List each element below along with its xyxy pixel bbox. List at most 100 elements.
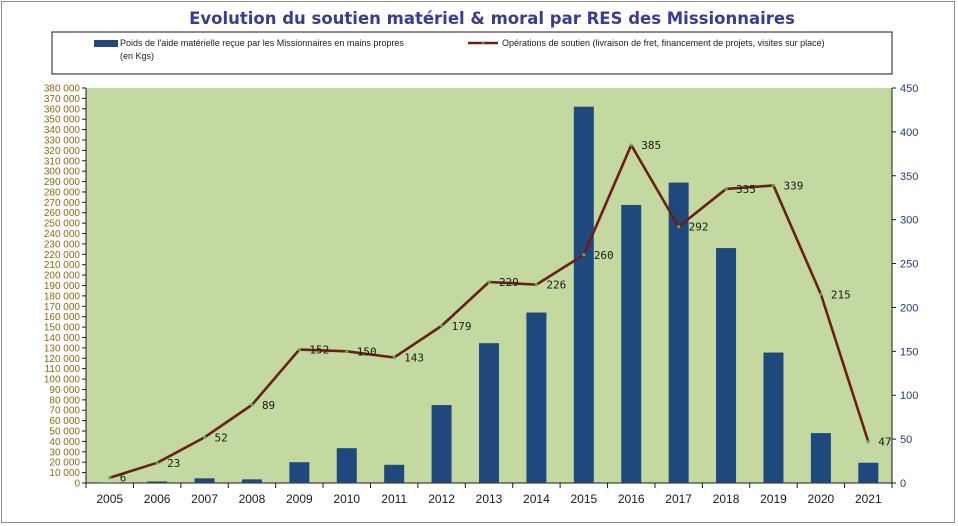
line-data-label: 179 bbox=[452, 320, 472, 333]
left-axis-tick-label: 150 000 bbox=[44, 323, 81, 334]
line-point bbox=[155, 461, 159, 465]
left-axis-tick-label: 40 000 bbox=[49, 437, 80, 448]
x-axis-tick-label: 2018 bbox=[713, 492, 740, 506]
line-point bbox=[534, 283, 539, 287]
x-axis-tick-label: 2011 bbox=[381, 492, 407, 506]
bar bbox=[479, 343, 499, 483]
x-axis-tick-label: 2010 bbox=[333, 492, 360, 506]
left-axis-tick-label: 300 000 bbox=[44, 167, 81, 178]
line-point bbox=[724, 187, 728, 191]
line-data-label: 152 bbox=[309, 344, 329, 357]
left-axis-tick-label: 170 000 bbox=[44, 302, 81, 313]
line-data-labels: 6 23 52 89 152 150 143 179 229 226 260 385 292 335 339… bbox=[120, 139, 892, 485]
x-axis-tick-label: 2020 bbox=[808, 492, 835, 506]
x-axis: 2005 2006 2007 2008 2009 2010 2011 2012 2013 2014… bbox=[85, 482, 893, 506]
x-axis-tick-label: 2012 bbox=[428, 492, 455, 506]
left-axis-tick-label: 210 000 bbox=[44, 260, 81, 271]
line-data-label: 226 bbox=[546, 279, 566, 292]
line-point bbox=[582, 253, 586, 257]
bar bbox=[241, 479, 262, 483]
x-axis-tick-label: 2015 bbox=[570, 492, 597, 506]
line-point bbox=[819, 292, 823, 296]
left-axis-tick-label: 330 000 bbox=[44, 135, 81, 146]
line-point bbox=[345, 349, 349, 353]
legend-line-marker bbox=[481, 41, 485, 45]
x-axis-tick-label: 2005 bbox=[96, 492, 123, 506]
bar bbox=[431, 405, 452, 483]
line-point bbox=[677, 225, 681, 229]
x-axis-tick-label: 2009 bbox=[286, 492, 313, 506]
left-axis-tick-label: 130 000 bbox=[44, 343, 81, 354]
bar bbox=[763, 352, 784, 483]
line-data-label: 260 bbox=[594, 249, 614, 262]
legend-bar-label: Poids de l'aide matérielle reçue par les… bbox=[120, 38, 404, 48]
left-axis-tick-label: 280 000 bbox=[44, 187, 81, 198]
bar bbox=[99, 482, 120, 483]
x-axis-tick-label: 2014 bbox=[523, 492, 550, 506]
line-data-label: 292 bbox=[689, 221, 709, 234]
legend-bar-swatch bbox=[94, 40, 118, 47]
line-point bbox=[202, 435, 207, 439]
left-axis-tick-label: 260 000 bbox=[44, 208, 81, 219]
left-axis-tick-label: 270 000 bbox=[44, 198, 81, 209]
left-axis-tick-label: 190 000 bbox=[44, 281, 81, 292]
right-axis-tick-label: 350 bbox=[900, 171, 918, 183]
legend-bar-label-continued: (en Kgs) bbox=[120, 51, 154, 61]
right-axis-tick-label: 150 bbox=[900, 346, 918, 358]
line-point bbox=[392, 355, 396, 360]
left-axis-tick-label: 0 bbox=[74, 479, 80, 490]
x-axis-tick-label: 2008 bbox=[239, 492, 266, 506]
line-data-label: 89 bbox=[262, 399, 275, 412]
bar-series bbox=[99, 106, 879, 484]
line-point bbox=[439, 324, 444, 328]
x-axis-tick-label: 2006 bbox=[144, 492, 171, 506]
left-axis-tick-label: 230 000 bbox=[44, 239, 81, 250]
line-data-label: 6 bbox=[120, 472, 127, 485]
bar bbox=[194, 478, 215, 483]
bar bbox=[858, 462, 879, 483]
line-point bbox=[629, 143, 633, 147]
left-axis-tick-label: 220 000 bbox=[44, 250, 81, 261]
left-axis-tick-label: 20 000 bbox=[49, 458, 80, 469]
left-axis-tick-label: 310 000 bbox=[44, 156, 81, 167]
bar bbox=[716, 248, 737, 483]
left-axis-tick-label: 70 000 bbox=[49, 406, 80, 417]
line-data-label: 385 bbox=[641, 139, 661, 152]
x-axis-tick-label: 2019 bbox=[760, 492, 787, 506]
left-axis-tick-label: 50 000 bbox=[49, 427, 80, 438]
line-data-label: 143 bbox=[404, 351, 424, 364]
bar bbox=[621, 204, 642, 483]
right-axis-tick-label: 300 bbox=[900, 215, 918, 227]
x-axis-tick-label: 2021 bbox=[855, 492, 882, 506]
line-data-label: 23 bbox=[167, 457, 180, 470]
bar bbox=[336, 448, 357, 483]
left-axis-tick-label: 90 000 bbox=[49, 385, 80, 396]
right-axis-tick-label: 0 bbox=[900, 478, 906, 490]
left-axis-tick-label: 250 000 bbox=[44, 219, 81, 230]
line-data-label: 47 bbox=[878, 436, 891, 449]
line-data-label: 215 bbox=[831, 288, 851, 301]
x-axis-tick-label: 2013 bbox=[476, 492, 503, 506]
bar bbox=[147, 481, 168, 483]
left-axis-tick-label: 160 000 bbox=[44, 312, 81, 323]
left-axis-tick-label: 320 000 bbox=[44, 146, 81, 157]
legend-box bbox=[51, 31, 893, 75]
right-axis-tick-label: 100 bbox=[900, 390, 918, 402]
bar bbox=[668, 182, 689, 483]
bar bbox=[526, 312, 547, 483]
left-axis-tick-label: 80 000 bbox=[49, 395, 80, 406]
left-axis-tick-label: 380 000 bbox=[44, 84, 81, 95]
chart-title: Evolution du soutien matériel & moral pa… bbox=[189, 9, 795, 28]
legend-line-label: Opérations de soutien (livraison de fret… bbox=[502, 38, 825, 48]
left-axis-tick-label: 10 000 bbox=[49, 468, 80, 479]
left-axis-tick-label: 30 000 bbox=[49, 447, 80, 458]
line-point bbox=[108, 476, 112, 480]
right-axis-tick-label: 250 bbox=[900, 259, 918, 271]
left-axis-tick-label: 360 000 bbox=[44, 104, 81, 115]
x-axis-tick-label: 2007 bbox=[191, 492, 218, 506]
line-point bbox=[866, 440, 870, 444]
line-point bbox=[487, 280, 491, 284]
